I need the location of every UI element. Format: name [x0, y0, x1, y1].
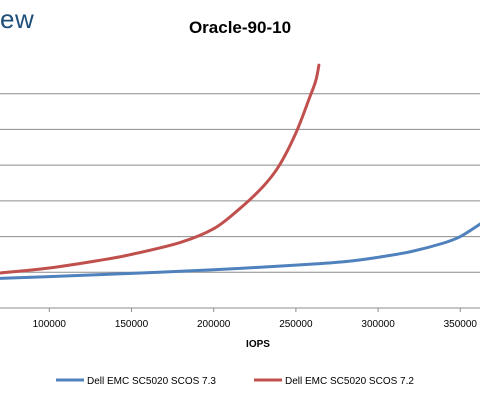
x-tick-label: 300000	[361, 319, 395, 330]
x-tick-labels: 100000 150000 200000 250000 300000 350000	[33, 308, 478, 330]
series-group	[0, 63, 480, 280]
gridlines	[0, 93, 480, 273]
legend-label-2: Dell EMC SC5020 SCOS 7.2	[285, 376, 414, 387]
legend-label-1: Dell EMC SC5020 SCOS 7.3	[87, 376, 216, 387]
chart-title: Oracle-90-10	[189, 18, 291, 37]
x-axis-label: IOPS	[246, 339, 270, 350]
x-tick-label: 150000	[115, 319, 149, 330]
watermark-text: ew	[0, 4, 35, 34]
x-tick-label: 350000	[444, 319, 478, 330]
series-line-1	[0, 222, 480, 280]
series-line-2	[0, 63, 321, 275]
x-tick-label: 200000	[197, 319, 231, 330]
x-tick-label: 250000	[279, 319, 313, 330]
legend: Dell EMC SC5020 SCOS 7.3 Dell EMC SC5020 …	[56, 376, 414, 387]
x-tick-label: 100000	[33, 319, 67, 330]
